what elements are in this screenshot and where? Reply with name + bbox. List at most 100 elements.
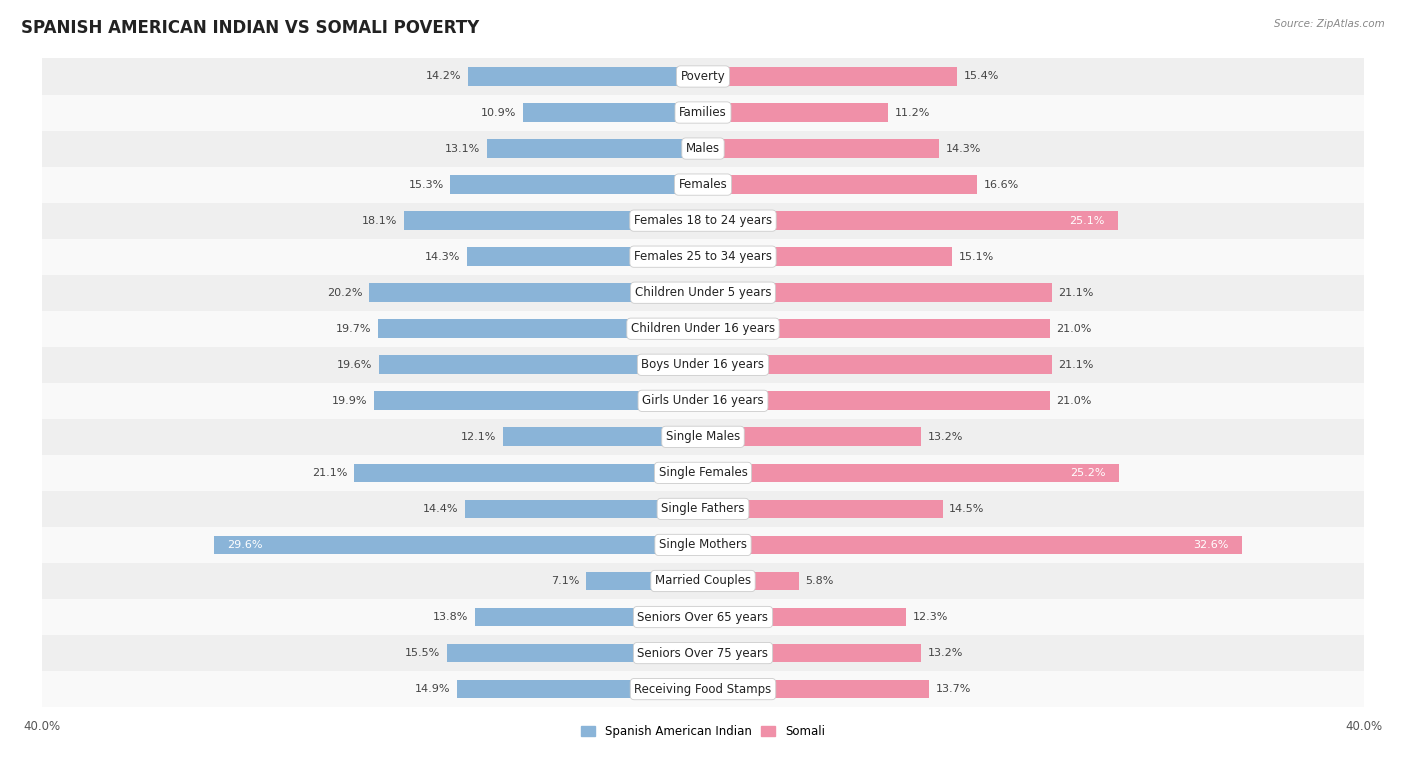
Bar (42, 346, 1364, 383)
Bar (354, 463, 703, 482)
Bar (703, 139, 939, 158)
Bar (703, 572, 799, 590)
Bar (703, 391, 1050, 410)
Text: 19.9%: 19.9% (332, 396, 367, 406)
Bar (703, 283, 1052, 302)
Text: Single Fathers: Single Fathers (661, 503, 745, 515)
Bar (42, 58, 1364, 95)
Bar (42, 130, 1364, 167)
Text: 12.3%: 12.3% (912, 612, 948, 622)
Bar (42, 202, 1364, 239)
Bar (475, 608, 703, 626)
Text: Married Couples: Married Couples (655, 575, 751, 587)
Text: 21.0%: 21.0% (1056, 324, 1092, 334)
Text: Girls Under 16 years: Girls Under 16 years (643, 394, 763, 407)
Bar (42, 635, 1364, 671)
Bar (42, 383, 1364, 419)
Text: 21.0%: 21.0% (1056, 396, 1092, 406)
Bar (468, 67, 703, 86)
Bar (457, 680, 703, 698)
Legend: Spanish American Indian, Somali: Spanish American Indian, Somali (576, 720, 830, 743)
Text: Source: ZipAtlas.com: Source: ZipAtlas.com (1274, 19, 1385, 29)
Text: 7.1%: 7.1% (551, 576, 579, 586)
Bar (42, 563, 1364, 599)
Text: Single Males: Single Males (666, 431, 740, 443)
Text: Females 18 to 24 years: Females 18 to 24 years (634, 214, 772, 227)
Bar (450, 175, 703, 194)
Text: Females: Females (679, 178, 727, 191)
Text: 21.1%: 21.1% (1059, 288, 1094, 298)
Bar (503, 428, 703, 446)
Text: 13.7%: 13.7% (936, 684, 972, 694)
Bar (370, 283, 703, 302)
Bar (42, 671, 1364, 707)
Bar (378, 319, 703, 338)
Bar (486, 139, 703, 158)
Bar (42, 491, 1364, 527)
Bar (42, 455, 1364, 491)
Text: 14.3%: 14.3% (946, 143, 981, 154)
Text: 19.6%: 19.6% (337, 360, 373, 370)
Text: Poverty: Poverty (681, 70, 725, 83)
Text: 5.8%: 5.8% (806, 576, 834, 586)
Text: 15.1%: 15.1% (959, 252, 994, 262)
Text: 13.8%: 13.8% (433, 612, 468, 622)
Text: 14.4%: 14.4% (423, 504, 458, 514)
Bar (703, 247, 952, 266)
Text: 14.3%: 14.3% (425, 252, 460, 262)
Bar (374, 391, 703, 410)
Text: 29.6%: 29.6% (228, 540, 263, 550)
Bar (214, 536, 703, 554)
Text: 12.1%: 12.1% (461, 432, 496, 442)
Text: 20.2%: 20.2% (328, 288, 363, 298)
Text: Single Females: Single Females (658, 466, 748, 479)
Text: 10.9%: 10.9% (481, 108, 516, 117)
Text: 14.2%: 14.2% (426, 71, 461, 81)
Bar (703, 175, 977, 194)
Text: Seniors Over 75 years: Seniors Over 75 years (637, 647, 769, 659)
Text: Families: Families (679, 106, 727, 119)
Bar (586, 572, 703, 590)
Text: 13.2%: 13.2% (928, 432, 963, 442)
Bar (467, 247, 703, 266)
Bar (703, 67, 957, 86)
Text: 19.7%: 19.7% (336, 324, 371, 334)
Text: 14.5%: 14.5% (949, 504, 984, 514)
Bar (703, 428, 921, 446)
Text: 15.4%: 15.4% (965, 71, 1000, 81)
Bar (465, 500, 703, 518)
Text: 32.6%: 32.6% (1192, 540, 1229, 550)
Bar (42, 599, 1364, 635)
Text: 21.1%: 21.1% (1059, 360, 1094, 370)
Bar (703, 536, 1241, 554)
Text: Single Mothers: Single Mothers (659, 538, 747, 552)
Bar (703, 644, 921, 662)
Text: Children Under 5 years: Children Under 5 years (634, 287, 772, 299)
Bar (380, 356, 703, 374)
Text: 16.6%: 16.6% (984, 180, 1019, 190)
Text: 25.1%: 25.1% (1069, 215, 1105, 226)
Text: 21.1%: 21.1% (312, 468, 347, 478)
Text: SPANISH AMERICAN INDIAN VS SOMALI POVERTY: SPANISH AMERICAN INDIAN VS SOMALI POVERT… (21, 19, 479, 37)
Bar (703, 463, 1119, 482)
Bar (404, 211, 703, 230)
Text: Boys Under 16 years: Boys Under 16 years (641, 359, 765, 371)
Bar (703, 211, 1118, 230)
Bar (42, 527, 1364, 563)
Text: 11.2%: 11.2% (894, 108, 929, 117)
Bar (42, 239, 1364, 274)
Bar (42, 311, 1364, 346)
Bar (42, 419, 1364, 455)
Bar (523, 103, 703, 122)
Bar (447, 644, 703, 662)
Bar (42, 167, 1364, 202)
Text: 25.2%: 25.2% (1070, 468, 1107, 478)
Text: Receiving Food Stamps: Receiving Food Stamps (634, 683, 772, 696)
Bar (703, 103, 889, 122)
Text: Males: Males (686, 142, 720, 155)
Bar (703, 500, 942, 518)
Text: Females 25 to 34 years: Females 25 to 34 years (634, 250, 772, 263)
Text: Children Under 16 years: Children Under 16 years (631, 322, 775, 335)
Bar (703, 608, 907, 626)
Bar (42, 95, 1364, 130)
